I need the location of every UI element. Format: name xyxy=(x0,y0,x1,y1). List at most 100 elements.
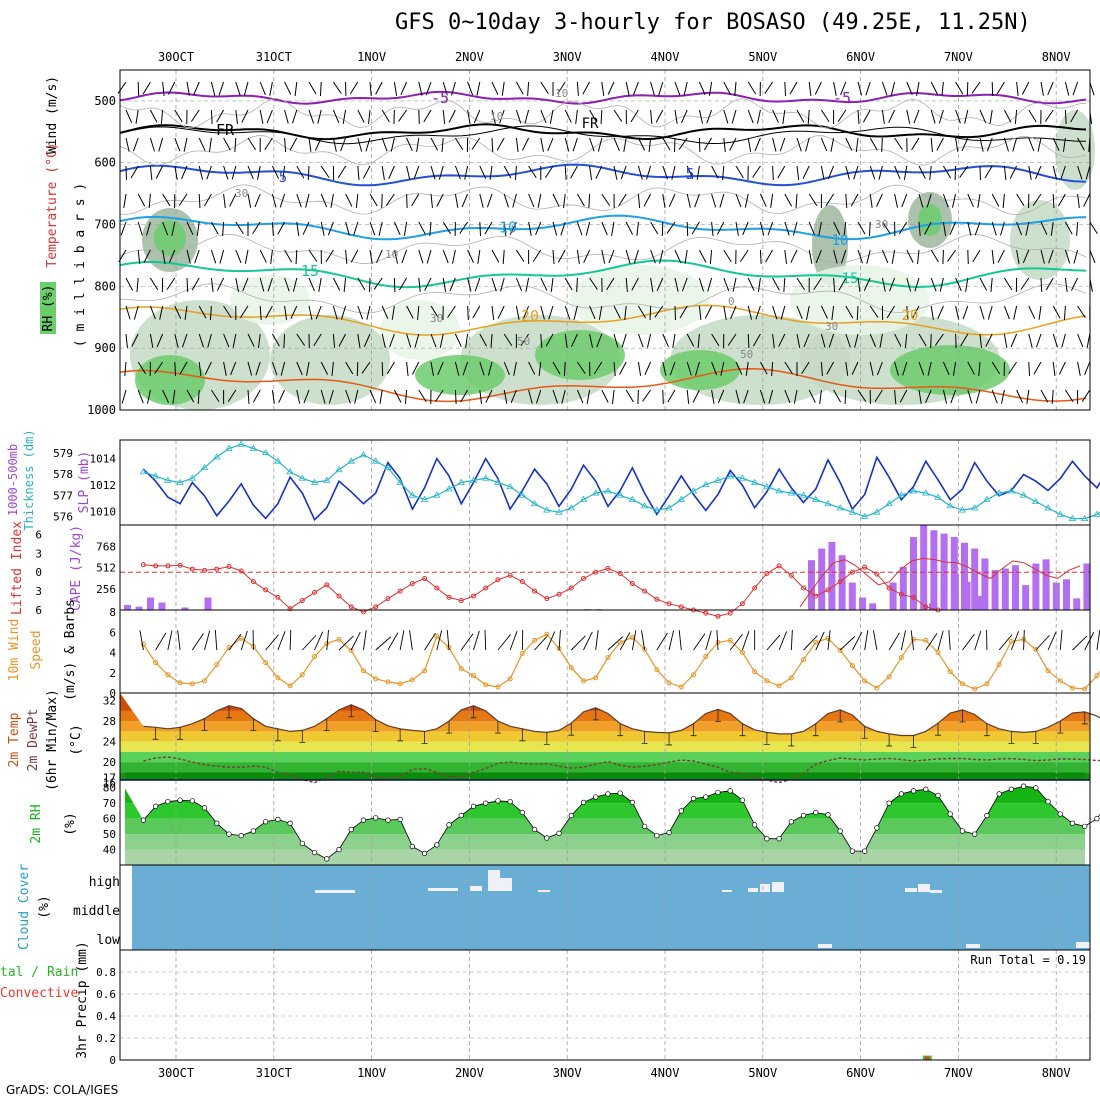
rh-blob xyxy=(918,204,942,236)
wind-barb xyxy=(269,81,273,96)
wind-barb xyxy=(267,277,273,292)
wind-barb xyxy=(876,361,883,376)
wind-barb xyxy=(489,165,493,180)
cloud-cover-block xyxy=(760,884,770,892)
wind10-axis-title-3: (m/s) & Barbs xyxy=(63,599,78,701)
wind-barb xyxy=(625,389,634,403)
wind10-axis-title-2: Speed xyxy=(29,630,44,669)
wind-speed-point xyxy=(544,631,550,637)
wind-barb xyxy=(1060,165,1066,180)
wind-barb xyxy=(515,137,519,152)
wind-barb xyxy=(137,193,146,207)
wind-barb xyxy=(862,109,871,123)
wind-barb xyxy=(929,165,932,180)
rh-point xyxy=(629,799,636,806)
wind-barb xyxy=(1061,333,1066,348)
wind-barb xyxy=(369,81,372,96)
bottom-date-label: 3NOV xyxy=(553,1066,582,1080)
rh-mask xyxy=(120,780,1100,859)
wind-barb xyxy=(398,109,408,122)
wind-barb xyxy=(223,137,231,151)
wind-barb xyxy=(174,333,179,348)
wind-barb xyxy=(990,277,993,292)
cloud-cover-block xyxy=(918,884,930,892)
wind-barb xyxy=(223,361,227,376)
surface-wind-barb xyxy=(925,633,938,651)
rh-point xyxy=(666,829,672,836)
thickness-point xyxy=(433,491,441,498)
wind-barb xyxy=(411,361,420,375)
temp-range-bar xyxy=(1081,711,1088,725)
lifted-index-point xyxy=(189,566,195,572)
wind-barb xyxy=(991,193,1000,207)
wind-barb xyxy=(430,137,439,151)
wind-barb xyxy=(686,193,691,208)
wind-barb xyxy=(601,221,608,236)
wind-barb xyxy=(765,249,774,263)
wind-speed-point xyxy=(532,637,538,643)
wind-barb xyxy=(381,109,390,123)
wind-barb xyxy=(381,137,388,152)
wind-barb xyxy=(196,221,200,236)
wind-barb xyxy=(406,165,411,180)
wind-barb xyxy=(1064,277,1068,292)
temp-range-bar xyxy=(886,733,893,747)
temp-range-bar xyxy=(641,731,648,744)
surface-wind-barb xyxy=(937,630,944,651)
wind-tick: 6 xyxy=(109,626,116,639)
wind-barb xyxy=(857,81,863,96)
wind-barb xyxy=(869,137,878,151)
wind-barb xyxy=(650,249,656,264)
wind-barb xyxy=(467,277,472,292)
surface-wind-barb xyxy=(204,630,211,651)
wind-barb xyxy=(589,109,598,123)
rh-point xyxy=(275,816,281,823)
surface-wind-barb xyxy=(827,630,831,651)
isotherm-minus5 xyxy=(119,90,1087,105)
wind-barb xyxy=(284,81,292,95)
thickness-point xyxy=(286,468,294,475)
wind-barb xyxy=(524,109,530,124)
wind-barb xyxy=(869,193,873,208)
wind-barb xyxy=(391,305,395,320)
cloud-cover-block xyxy=(966,944,980,948)
rh-point xyxy=(715,789,721,796)
wind-barb xyxy=(340,137,347,152)
wind-barb xyxy=(210,277,214,292)
surface-wind-barb xyxy=(409,630,413,651)
lifted-index-point xyxy=(642,588,648,594)
cape-bar xyxy=(899,566,907,610)
wind-barb xyxy=(1077,305,1086,319)
rh-contour-label: 10 xyxy=(555,87,568,100)
thickness-point xyxy=(396,478,404,485)
wind-barb xyxy=(894,389,897,404)
cloud-cover-block xyxy=(772,882,784,892)
wind-speed-point xyxy=(336,636,342,642)
wind-speed-point xyxy=(984,681,990,687)
wind-barb xyxy=(595,165,603,179)
wind-barb xyxy=(271,165,279,179)
wind-barb xyxy=(637,361,642,376)
surface-wind-barb xyxy=(974,630,982,651)
wind-barb xyxy=(389,333,395,348)
top-date-label: 7NOV xyxy=(944,50,973,64)
wind-barb xyxy=(936,137,944,151)
wind-barb xyxy=(979,277,988,291)
wind-barb xyxy=(646,333,652,348)
lifted-index-point xyxy=(446,594,452,600)
temp-range-bar xyxy=(446,721,453,734)
wind-barb xyxy=(814,81,822,95)
wind-barb xyxy=(198,333,205,348)
lifted-index-point xyxy=(312,589,318,595)
wind-barb xyxy=(296,389,301,404)
lifted-index-point xyxy=(385,596,391,602)
wind-barb xyxy=(172,389,176,404)
wind-barb xyxy=(366,305,371,320)
wind-barb xyxy=(613,109,623,122)
surface-wind-barb xyxy=(607,636,624,651)
wind-barb xyxy=(479,221,482,237)
wind-barb xyxy=(650,277,654,292)
surface-wind-barb xyxy=(155,632,167,651)
wind-barb xyxy=(918,389,922,404)
